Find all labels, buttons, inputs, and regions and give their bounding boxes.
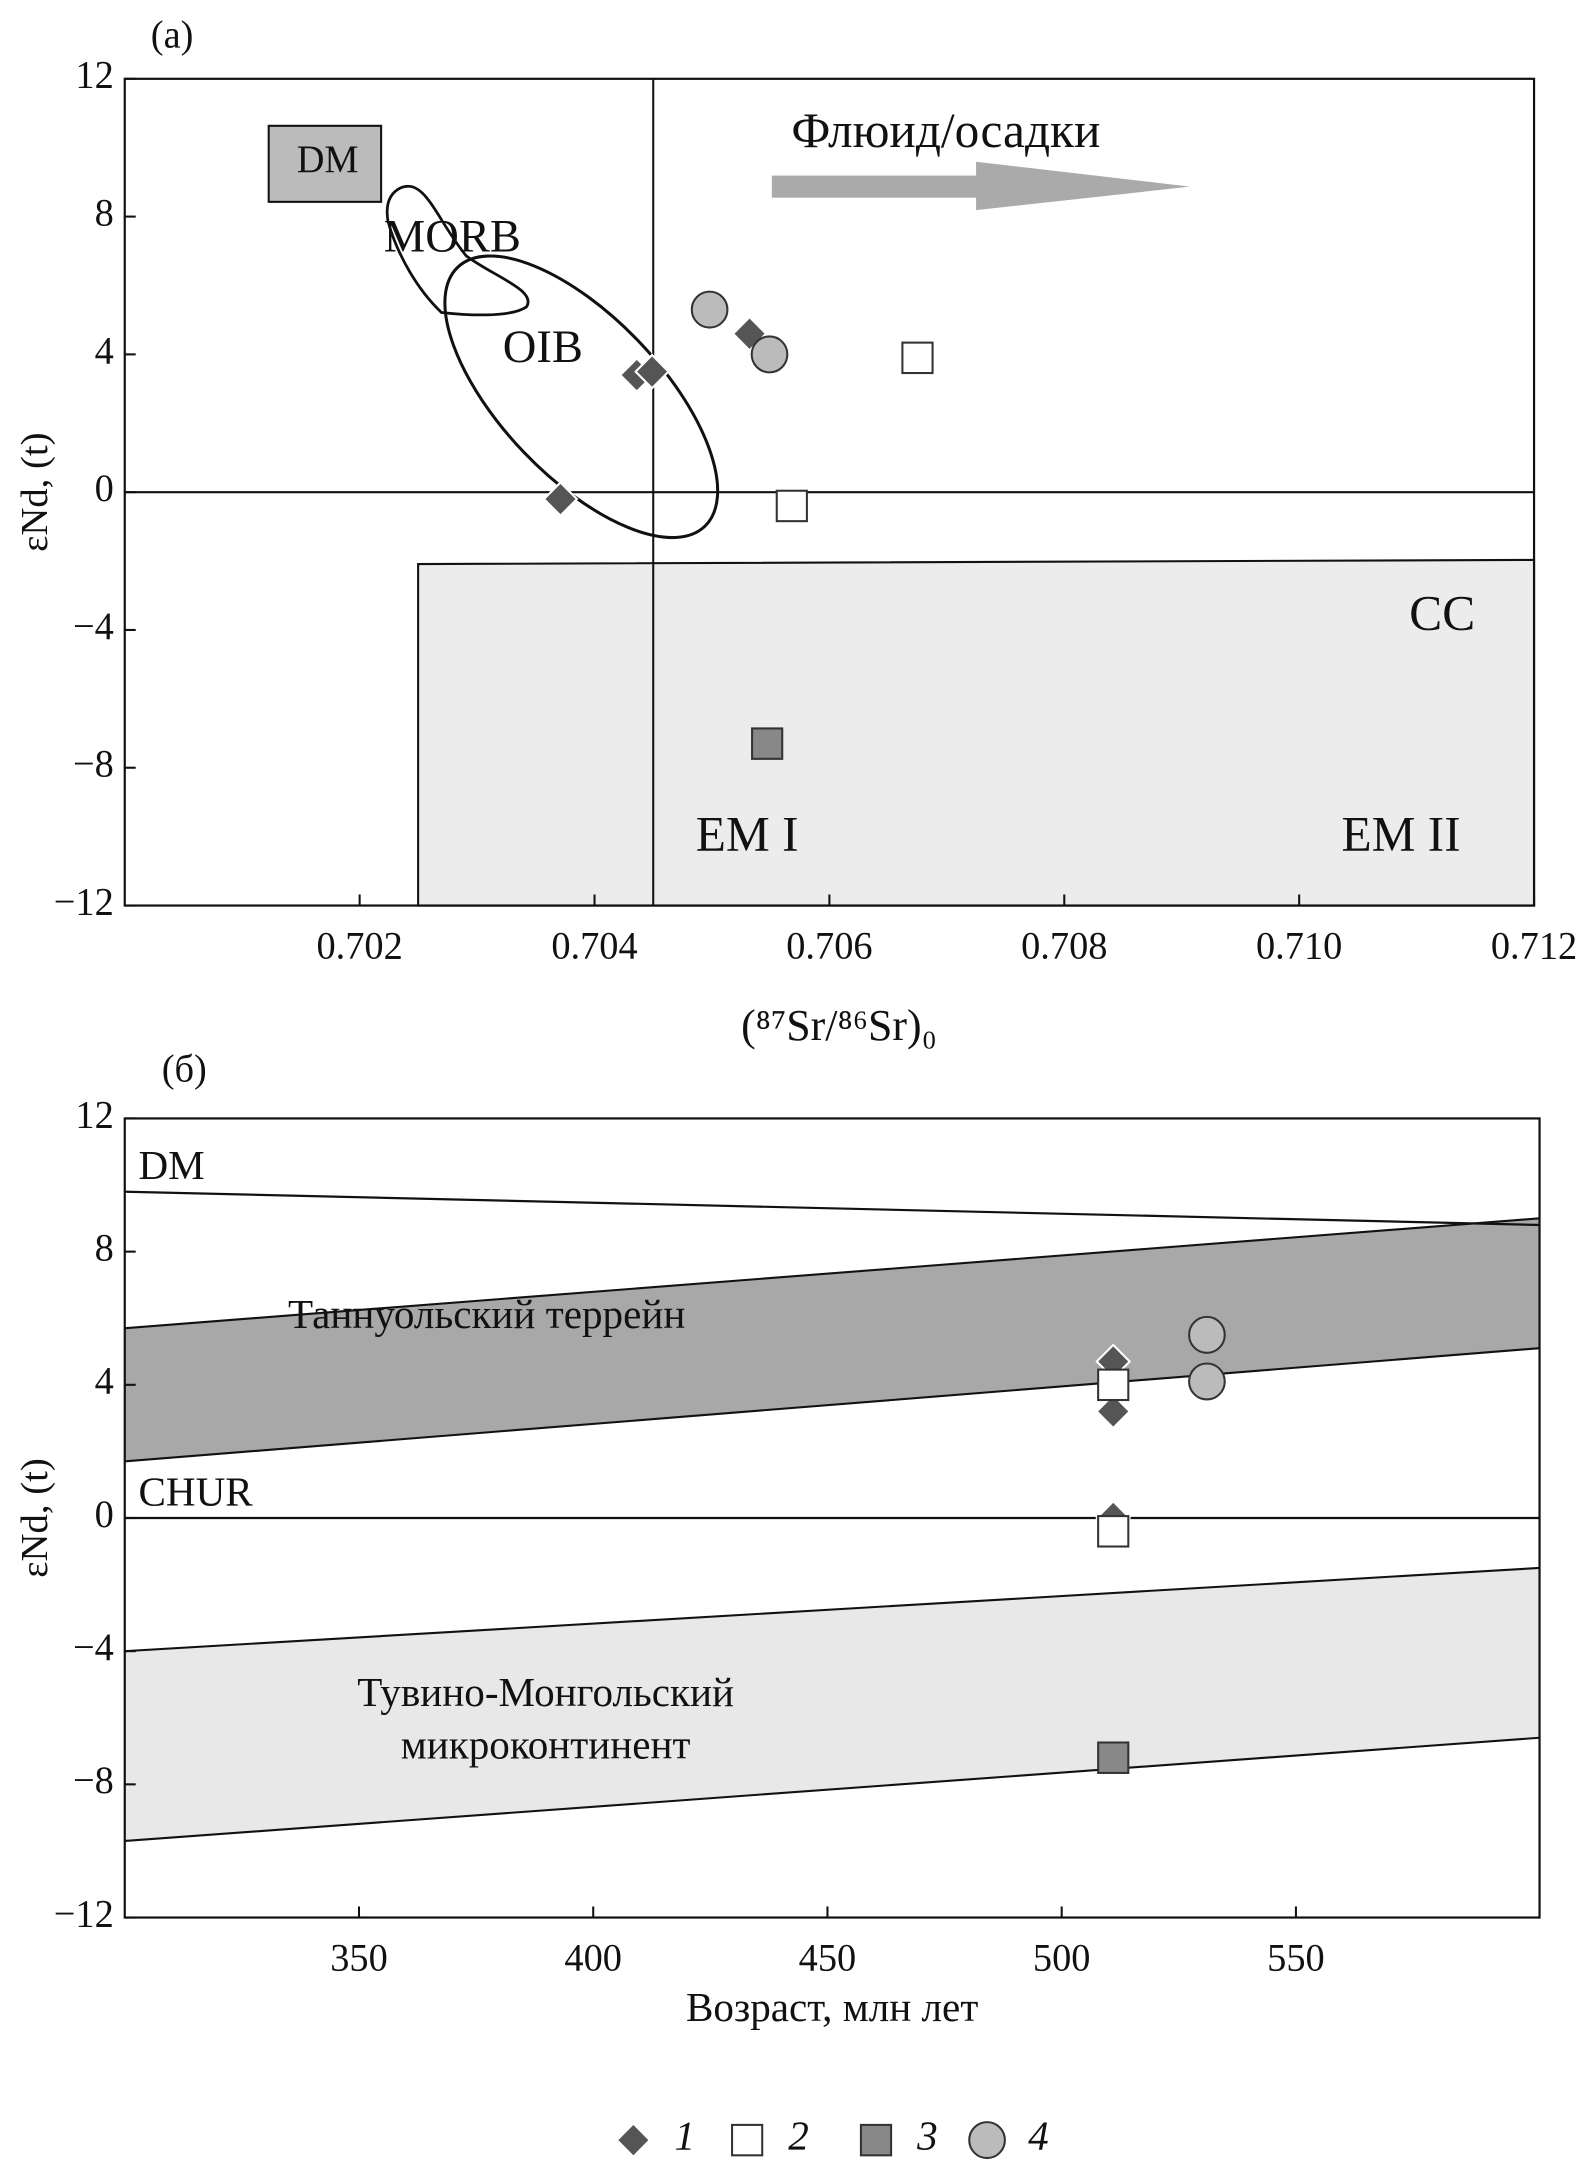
y-tick-label: −8	[73, 1760, 114, 1802]
y-tick-label: 4	[95, 330, 114, 372]
x-tick-label: 0.712	[1491, 926, 1577, 968]
annotation: MORB	[384, 210, 521, 262]
legend-label: 1	[674, 2112, 695, 2158]
band-edge	[124, 1736, 1540, 1842]
y-tick-label: 8	[95, 192, 114, 234]
point	[1095, 1393, 1132, 1430]
oib-region	[443, 254, 720, 540]
legend-swatch	[968, 2121, 1006, 2160]
band-label: Таннуольский террейн	[288, 1291, 685, 1337]
x-tick-label: 500	[1033, 1938, 1091, 1980]
y-tick-label: −4	[73, 1627, 114, 1669]
arrow-body	[771, 175, 978, 198]
line-label: DM	[138, 1142, 204, 1188]
point	[542, 481, 579, 518]
annotation: Флюид/осадки	[791, 103, 1100, 158]
point	[1097, 1741, 1130, 1774]
y-tick-label: 12	[75, 1094, 113, 1136]
y-tick-label: 0	[95, 1494, 114, 1536]
point	[1097, 1368, 1130, 1402]
panel-label: (a)	[151, 14, 194, 56]
annotation: EM II	[1341, 806, 1460, 861]
y-tick-label: −12	[54, 1893, 114, 1935]
y-tick-label: 4	[95, 1361, 114, 1403]
band-label: микроконтинент	[401, 1722, 691, 1768]
y-axis-label: εNd, (t)	[14, 432, 56, 551]
annotation: CC	[1409, 585, 1475, 640]
x-axis-label: (⁸⁷Sr/⁸⁶Sr)₀	[741, 1001, 937, 1050]
legend-item: 3	[859, 2112, 938, 2159]
y-tick-label: 0	[95, 468, 114, 510]
point	[634, 353, 670, 390]
point	[775, 489, 808, 523]
x-tick-label: 0.706	[786, 926, 872, 968]
y-tick-label: −4	[73, 606, 114, 648]
legend-swatch	[615, 2122, 652, 2159]
band-label: Тувино-Монгольский	[357, 1669, 734, 1715]
point	[1188, 1315, 1226, 1354]
point	[751, 727, 784, 760]
x-axis-label: Возраст, млн лет	[686, 1984, 978, 2030]
panel-label: (б)	[162, 1049, 207, 1091]
x-tick-label: 0.708	[1021, 926, 1107, 968]
legend-item: 1	[615, 2112, 695, 2159]
y-axis-label: εNd, (t)	[14, 1458, 56, 1577]
point	[1097, 1515, 1130, 1548]
arrow-head	[976, 161, 1190, 211]
x-tick-label: 0.710	[1256, 926, 1342, 968]
point	[750, 335, 789, 374]
y-tick-label: −12	[54, 881, 114, 923]
morb-region	[385, 184, 530, 317]
legend-swatch	[859, 2123, 893, 2157]
legend-label: 4	[1028, 2112, 1049, 2158]
y-tick-label: 12	[75, 55, 113, 97]
legend-swatch	[731, 2123, 764, 2157]
legend-item: 4	[968, 2112, 1049, 2160]
x-tick-label: 350	[330, 1938, 388, 1980]
annotation: EM I	[696, 806, 799, 861]
band	[124, 1567, 1540, 1841]
x-tick-label: 400	[564, 1938, 622, 1980]
y-tick-label: −8	[73, 743, 114, 785]
x-tick-label: 0.704	[551, 926, 637, 968]
point	[1188, 1362, 1226, 1401]
line-label: CHUR	[138, 1468, 253, 1514]
y-tick-label: 8	[95, 1227, 114, 1269]
reference-curve	[124, 1190, 1540, 1227]
x-tick-label: 0.702	[316, 926, 402, 968]
point	[901, 341, 934, 375]
annotation: OIB	[503, 321, 583, 373]
dm-region	[267, 124, 383, 203]
band	[124, 1218, 1540, 1462]
band-edge	[124, 1566, 1540, 1653]
band-edge	[124, 1217, 1540, 1330]
x-tick-label: 550	[1267, 1938, 1325, 1980]
x-tick-label: 450	[799, 1938, 857, 1980]
band-edge	[124, 1347, 1540, 1463]
legend-label: 3	[916, 2112, 938, 2158]
legend-item: 2	[731, 2112, 809, 2159]
annotation: DM	[297, 139, 359, 181]
point	[690, 290, 729, 329]
legend-label: 2	[788, 2112, 809, 2158]
